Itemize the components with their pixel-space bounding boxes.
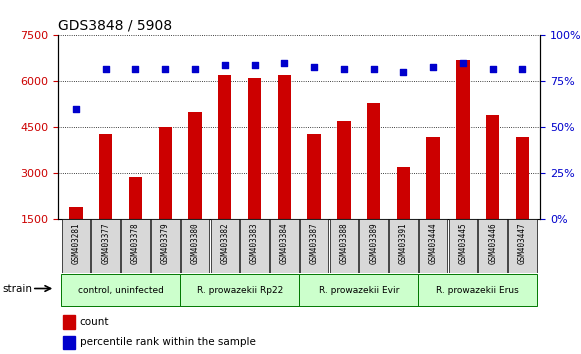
- FancyBboxPatch shape: [151, 219, 180, 273]
- Text: GSM403446: GSM403446: [488, 222, 497, 264]
- Point: [279, 60, 289, 66]
- Text: R. prowazekii Erus: R. prowazekii Erus: [436, 286, 519, 295]
- FancyBboxPatch shape: [241, 219, 269, 273]
- Point: [250, 62, 259, 68]
- FancyBboxPatch shape: [300, 219, 328, 273]
- Bar: [426, 137, 440, 266]
- FancyBboxPatch shape: [121, 219, 150, 273]
- Text: GSM403444: GSM403444: [429, 222, 437, 264]
- Point: [220, 62, 229, 68]
- Text: GSM403281: GSM403281: [71, 222, 80, 264]
- Text: GSM403388: GSM403388: [339, 222, 349, 264]
- Point: [488, 66, 497, 72]
- Bar: [278, 75, 291, 266]
- Bar: [307, 133, 321, 266]
- Bar: [456, 60, 469, 266]
- FancyBboxPatch shape: [62, 219, 90, 273]
- FancyBboxPatch shape: [210, 219, 239, 273]
- FancyBboxPatch shape: [180, 274, 299, 306]
- Text: R. prowazekii Evir: R. prowazekii Evir: [318, 286, 399, 295]
- Bar: [159, 127, 172, 266]
- Point: [429, 64, 438, 69]
- Text: GDS3848 / 5908: GDS3848 / 5908: [58, 19, 172, 33]
- FancyBboxPatch shape: [61, 274, 180, 306]
- Text: GSM403445: GSM403445: [458, 222, 468, 264]
- FancyBboxPatch shape: [389, 219, 418, 273]
- Bar: [516, 137, 529, 266]
- Point: [458, 60, 468, 66]
- Text: GSM403387: GSM403387: [310, 222, 318, 264]
- Point: [399, 69, 408, 75]
- Point: [518, 66, 527, 72]
- Point: [191, 66, 200, 72]
- FancyBboxPatch shape: [270, 219, 299, 273]
- Point: [131, 66, 140, 72]
- Text: GSM403383: GSM403383: [250, 222, 259, 264]
- Bar: [218, 75, 231, 266]
- Text: GSM403377: GSM403377: [101, 222, 110, 264]
- Bar: [63, 315, 75, 329]
- Text: percentile rank within the sample: percentile rank within the sample: [80, 337, 256, 348]
- FancyBboxPatch shape: [299, 274, 418, 306]
- Text: control, uninfected: control, uninfected: [78, 286, 163, 295]
- FancyBboxPatch shape: [419, 219, 447, 273]
- Point: [160, 66, 170, 72]
- Point: [71, 106, 81, 112]
- Text: R. prowazekii Rp22: R. prowazekii Rp22: [196, 286, 283, 295]
- Point: [339, 66, 349, 72]
- Bar: [367, 103, 381, 266]
- FancyBboxPatch shape: [508, 219, 537, 273]
- Text: GSM403378: GSM403378: [131, 222, 140, 264]
- Bar: [129, 177, 142, 266]
- Bar: [486, 115, 500, 266]
- Bar: [69, 207, 83, 266]
- FancyBboxPatch shape: [91, 219, 120, 273]
- Text: strain: strain: [2, 284, 32, 293]
- Text: GSM403447: GSM403447: [518, 222, 527, 264]
- FancyBboxPatch shape: [418, 274, 537, 306]
- Bar: [63, 336, 75, 349]
- Bar: [188, 112, 202, 266]
- FancyBboxPatch shape: [329, 219, 358, 273]
- Text: GSM403379: GSM403379: [161, 222, 170, 264]
- FancyBboxPatch shape: [181, 219, 209, 273]
- Bar: [337, 121, 350, 266]
- Bar: [397, 167, 410, 266]
- Text: count: count: [80, 317, 109, 327]
- FancyBboxPatch shape: [449, 219, 477, 273]
- FancyBboxPatch shape: [359, 219, 388, 273]
- Text: GSM403391: GSM403391: [399, 222, 408, 264]
- Text: GSM403382: GSM403382: [220, 222, 229, 264]
- Point: [101, 66, 110, 72]
- Text: GSM403384: GSM403384: [280, 222, 289, 264]
- Bar: [248, 78, 261, 266]
- Text: GSM403380: GSM403380: [191, 222, 199, 264]
- Bar: [99, 133, 113, 266]
- Point: [369, 66, 378, 72]
- Text: GSM403389: GSM403389: [369, 222, 378, 264]
- FancyBboxPatch shape: [478, 219, 507, 273]
- Point: [310, 64, 319, 69]
